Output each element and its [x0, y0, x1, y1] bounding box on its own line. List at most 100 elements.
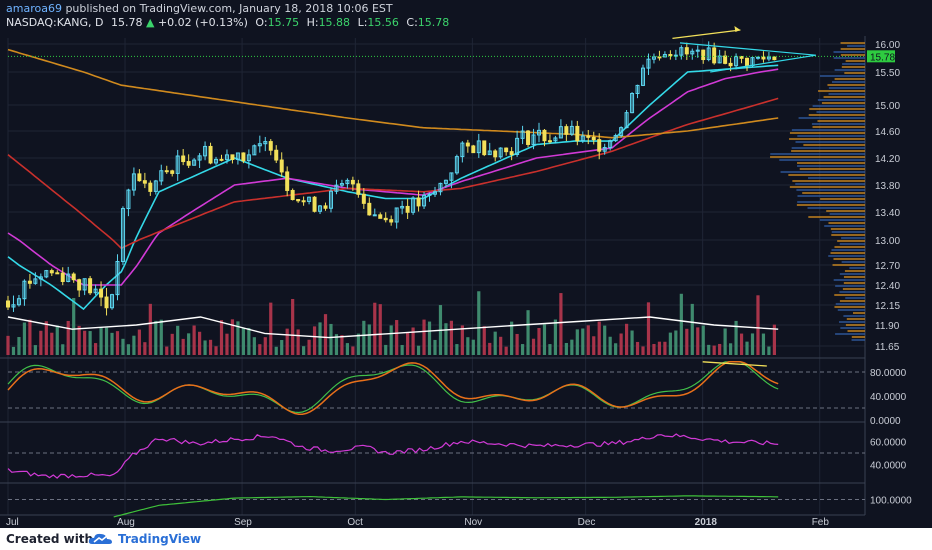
candle-body: [531, 134, 536, 145]
volume-bar: [761, 333, 766, 355]
volume-profile-bar: [839, 291, 865, 293]
last-price-tag: [867, 50, 895, 63]
volume-bar: [11, 346, 16, 355]
volume-bar: [384, 344, 388, 355]
volume-bar: [241, 328, 245, 355]
volume-profile-bar: [817, 120, 865, 122]
candle-body: [651, 56, 656, 60]
volume-bar: [263, 337, 267, 355]
volume-bar: [302, 346, 306, 355]
moving-average-line: [7, 68, 779, 286]
volume-bar: [187, 333, 191, 355]
volume-bar: [99, 327, 103, 355]
rsi-line: [7, 433, 779, 479]
volume-bar: [674, 330, 678, 355]
volume-bar: [739, 333, 744, 355]
volume-bar: [170, 333, 174, 355]
published-text: published on TradingView.com, January 18…: [65, 2, 393, 15]
volume-bar: [110, 332, 114, 355]
volume-bar: [93, 343, 98, 355]
change-value: +0.02 (+0.13%): [157, 16, 248, 29]
volume-bar: [197, 331, 202, 355]
candle-body: [734, 56, 739, 67]
candle-body: [766, 56, 771, 60]
volume-bar: [230, 319, 235, 355]
candle-body: [641, 67, 646, 86]
candle-body: [630, 92, 635, 114]
volume-bar: [323, 314, 328, 355]
volume-bar: [701, 325, 705, 355]
candle-body: [619, 127, 624, 137]
candle-body: [553, 137, 558, 142]
volume-bar: [367, 324, 371, 355]
candle-body: [66, 273, 71, 282]
price-tick-label: 15.00: [875, 101, 900, 112]
high-value: 15.88: [318, 16, 351, 29]
volume-profile-bar: [820, 198, 865, 200]
candle-body: [142, 180, 147, 184]
volume-profile-bar: [835, 285, 865, 287]
time-tick-label: Jul: [6, 517, 19, 528]
candle-body: [11, 304, 16, 308]
volume-bar: [274, 346, 278, 355]
time-tick-label: Dec: [578, 517, 596, 528]
candle-body: [361, 193, 366, 204]
candle-body: [679, 47, 684, 56]
volume-bar: [356, 333, 360, 355]
volume-bar: [597, 321, 601, 355]
time-tick-label: 2018: [695, 517, 718, 528]
volume-bar: [652, 343, 656, 355]
candle-body: [389, 219, 394, 223]
candle-body: [367, 202, 372, 216]
volume-bar: [603, 325, 607, 355]
volume-profile-bar: [833, 258, 865, 260]
volume-profile-bar: [830, 252, 865, 254]
volume-bar: [520, 344, 525, 355]
volume-bar: [564, 342, 568, 355]
volume-bar: [104, 327, 109, 355]
candle-body: [197, 155, 202, 161]
rsi-tick-label: 40.0000: [870, 461, 907, 472]
volume-bar: [422, 319, 426, 355]
volume-profile-bar: [831, 81, 865, 83]
stoch-divergence-arrow: [702, 361, 767, 367]
price-tick-label: 15.50: [875, 68, 900, 79]
volume-profile-bar: [834, 78, 865, 80]
osc-tick-label: 100.0000: [870, 496, 912, 507]
volume-profile-bar: [788, 174, 865, 176]
volume-bar: [214, 346, 218, 355]
stoch-tick-label: 40.0000: [870, 392, 907, 403]
volume-bar: [592, 336, 596, 355]
candle-body: [208, 145, 213, 164]
volume-bar: [83, 330, 87, 355]
candle-body: [235, 152, 240, 161]
volume-bar: [50, 332, 54, 355]
price-tick-label: 14.20: [875, 154, 900, 165]
candle-body: [400, 205, 405, 209]
candle-body: [148, 182, 153, 192]
time-tick-label: Sep: [234, 517, 252, 528]
symbol-label[interactable]: NASDAQ:KANG, D: [6, 16, 104, 29]
volume-bar: [515, 333, 519, 355]
volume-bar: [154, 320, 158, 355]
candle-body: [728, 62, 733, 67]
volume-profile-bar: [828, 222, 865, 224]
candle-body: [504, 147, 509, 153]
candle-body: [646, 58, 651, 69]
candle-body: [230, 154, 235, 161]
author-name[interactable]: amaroa69: [6, 2, 62, 15]
tradingview-brand[interactable]: TradingView: [118, 532, 202, 546]
volume-bar: [22, 322, 27, 355]
volume-bar: [559, 293, 563, 355]
volume-bar: [718, 343, 722, 355]
candle-body: [44, 270, 49, 278]
candle-body: [383, 217, 388, 221]
volume-bar: [165, 346, 169, 355]
candle-body: [153, 180, 158, 192]
candle-body: [695, 49, 700, 52]
candle-body: [509, 151, 514, 155]
candle-body: [690, 50, 695, 55]
volume-profile-bar: [851, 339, 865, 341]
candle-body: [745, 57, 750, 67]
volume-bar: [548, 344, 552, 355]
